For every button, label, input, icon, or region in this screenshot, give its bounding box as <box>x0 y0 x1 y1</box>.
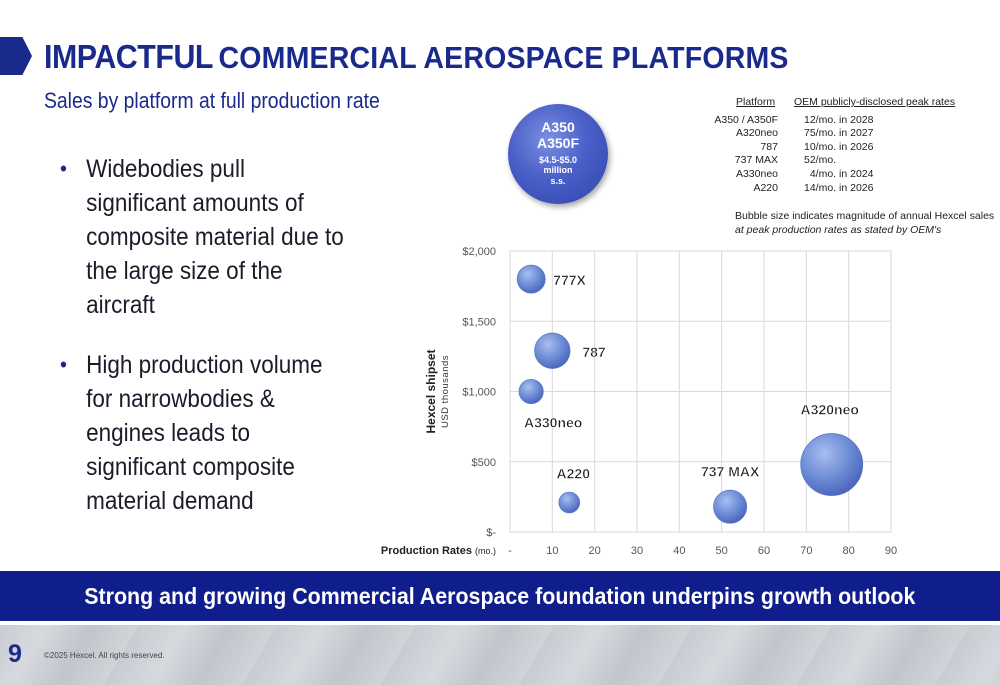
page-number: 9 <box>8 640 22 668</box>
bubble-label: A330neo <box>524 415 582 431</box>
rates-platform: A220 <box>753 182 778 194</box>
callout-line: A350F <box>536 135 580 151</box>
bullet-list: Widebodies pull significant amounts of c… <box>60 152 350 544</box>
rates-value: 52/mo. <box>804 154 837 166</box>
y-axis-label: Hexcel shipset <box>424 349 438 433</box>
x-tick-label: 30 <box>631 545 643 557</box>
bubble-a220 <box>558 491 581 514</box>
bubble-size-note: Bubble size indicates magnitude of annua… <box>735 209 994 237</box>
y-tick-label: $1,000 <box>462 387 496 399</box>
rates-platform: 737 MAX <box>734 154 778 166</box>
callout-line: s.s. <box>550 176 566 186</box>
bubble-label: 787 <box>582 344 606 360</box>
x-tick-label: 60 <box>758 545 770 557</box>
banner-text: Strong and growing Commercial Aerospace … <box>84 583 916 609</box>
note-line: Bubble size indicates magnitude of annua… <box>735 210 995 222</box>
bubble-a330neo <box>518 378 544 405</box>
rates-platform: A320neo <box>735 127 778 139</box>
header-arrow-icon <box>0 37 32 75</box>
bubble-label: A220 <box>557 465 591 481</box>
bubble-787 <box>534 332 571 369</box>
y-tick-label: $2,000 <box>462 246 496 258</box>
callout-line: A350 <box>541 119 575 135</box>
x-tick-label: 70 <box>800 545 812 557</box>
bubble-chart: $- $500 $1,000 $1,500 $2,000 - 10 20 30 40 50 60 70 8… <box>381 246 897 557</box>
bubble-777x <box>516 264 546 294</box>
y-tick-label: $500 <box>472 457 496 469</box>
x-tick-label: 80 <box>843 545 855 557</box>
bullet-item: Widebodies pull significant amounts of c… <box>60 152 348 322</box>
rates-value: 12/mo. in 2028 <box>804 114 874 126</box>
y-tick-label: $- <box>486 527 496 539</box>
page-title: IMPACTFUL COMMERCIAL AEROSPACE PLATFORMS <box>44 38 789 76</box>
rates-value: 4/mo. in 2024 <box>804 168 874 180</box>
x-tick-label: 10 <box>546 545 558 557</box>
x-axis-label: Production Rates (mo.) <box>381 545 496 557</box>
rates-platform: 787 <box>760 141 778 153</box>
y-tick-label: $1,500 <box>462 316 496 328</box>
x-tick-label: 90 <box>885 545 897 557</box>
page-title-rest: COMMERCIAL AEROSPACE PLATFORMS <box>218 40 789 75</box>
rates-header-rate: OEM publicly-disclosed peak rates <box>794 96 956 108</box>
a350-callout-bubble: A350 A350F $4.5-$5.0 million s.s. <box>508 104 608 204</box>
x-tick-label: 40 <box>673 545 685 557</box>
page-title-strong: IMPACTFUL <box>44 38 213 75</box>
rates-value: 10/mo. in 2026 <box>804 141 874 153</box>
rates-header-platform: Platform <box>736 96 776 108</box>
summary-banner: Strong and growing Commercial Aerospace … <box>0 571 1000 621</box>
y-axis-unit: USD thousands <box>440 355 451 428</box>
note-line: at peak production rates as stated by OE… <box>735 224 942 236</box>
bubble-a320neo <box>800 433 864 496</box>
bullet-item: High production volume for narrowbodies … <box>60 348 348 518</box>
bubble-label: 777X <box>553 272 586 288</box>
rates-platform: A350 / A350F <box>714 114 778 126</box>
footer-texture <box>0 625 1000 685</box>
x-tick-label: 20 <box>589 545 601 557</box>
x-tick-label: - <box>508 545 512 557</box>
bubble-737-max <box>713 489 748 524</box>
x-tick-label: 50 <box>716 545 728 557</box>
copyright-text: ©2025 Hexcel. All rights reserved. <box>44 651 165 660</box>
rates-value: 75/mo. in 2027 <box>804 127 874 139</box>
rates-platform: A330neo <box>735 168 778 180</box>
callout-line: $4.5-$5.0 <box>538 155 578 165</box>
bubble-label: A320neo <box>801 402 859 418</box>
page-subtitle: Sales by platform at full production rat… <box>44 88 380 113</box>
rates-value: 14/mo. in 2026 <box>804 182 874 194</box>
callout-line: million <box>543 165 573 175</box>
bubble-label: 737 MAX <box>701 464 760 480</box>
